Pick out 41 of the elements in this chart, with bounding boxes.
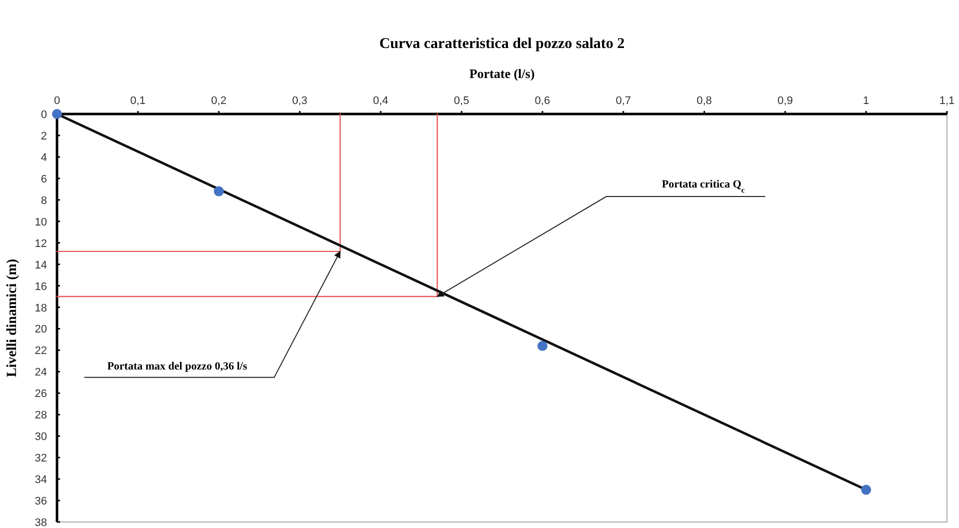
y-axis-title: Livelli dinamici (m) [5,258,20,378]
x-tick-label: 1,1 [939,95,955,107]
annotation: Portata max del pozzo 0,36 l/s [107,360,248,372]
y-tick-label: 26 [34,388,47,400]
y-tick-label: 20 [34,324,47,336]
point [52,109,62,119]
chart-title: Curva caratteristica del pozzo salato 2 [379,36,625,52]
y-tick-label: 8 [40,194,47,207]
y-tick-label: 28 [34,410,47,422]
y-tick-label: 30 [34,431,47,444]
x-tick-label: 0 [54,95,60,107]
point [537,340,548,351]
y-tick-label: 14 [34,259,47,272]
annotation: Portata critica Q$_{c}$ [662,178,746,194]
y-tick-label: 10 [34,216,47,228]
y-tick-label: 6 [40,173,47,186]
x-tick-label: 0,1 [130,95,146,107]
y-tick-label: 16 [34,280,47,293]
y-tick-label: 2 [40,130,47,142]
x-tick-label: 0,3 [292,95,308,107]
y-tick-label: 12 [34,238,47,250]
x-tick-label: 0,7 [616,95,632,107]
y-tick-label: 18 [34,302,47,314]
point [214,186,224,196]
x-tick-label: 0,4 [372,95,388,107]
x-tick-label: 0,6 [534,95,550,107]
y-tick-label: 4 [40,152,47,164]
y-tick-label: 22 [34,345,47,358]
x-axis-title: Portate (l/s) [469,66,535,81]
x-tick-label: 1 [863,95,870,107]
x-tick-label: 0,9 [778,95,793,107]
y-tick-label: 34 [34,474,47,486]
y-tick-label: 32 [34,452,47,465]
x-tick-label: 0,8 [696,95,712,107]
y-tick-label: 38 [34,517,47,528]
point [861,484,872,495]
x-tick-label: 0,2 [211,95,226,107]
y-tick-label: 36 [34,496,47,508]
y-tick-label: 0 [40,109,47,121]
y-tick-label: 24 [34,366,47,379]
x-tick-label: 0,5 [454,95,470,107]
